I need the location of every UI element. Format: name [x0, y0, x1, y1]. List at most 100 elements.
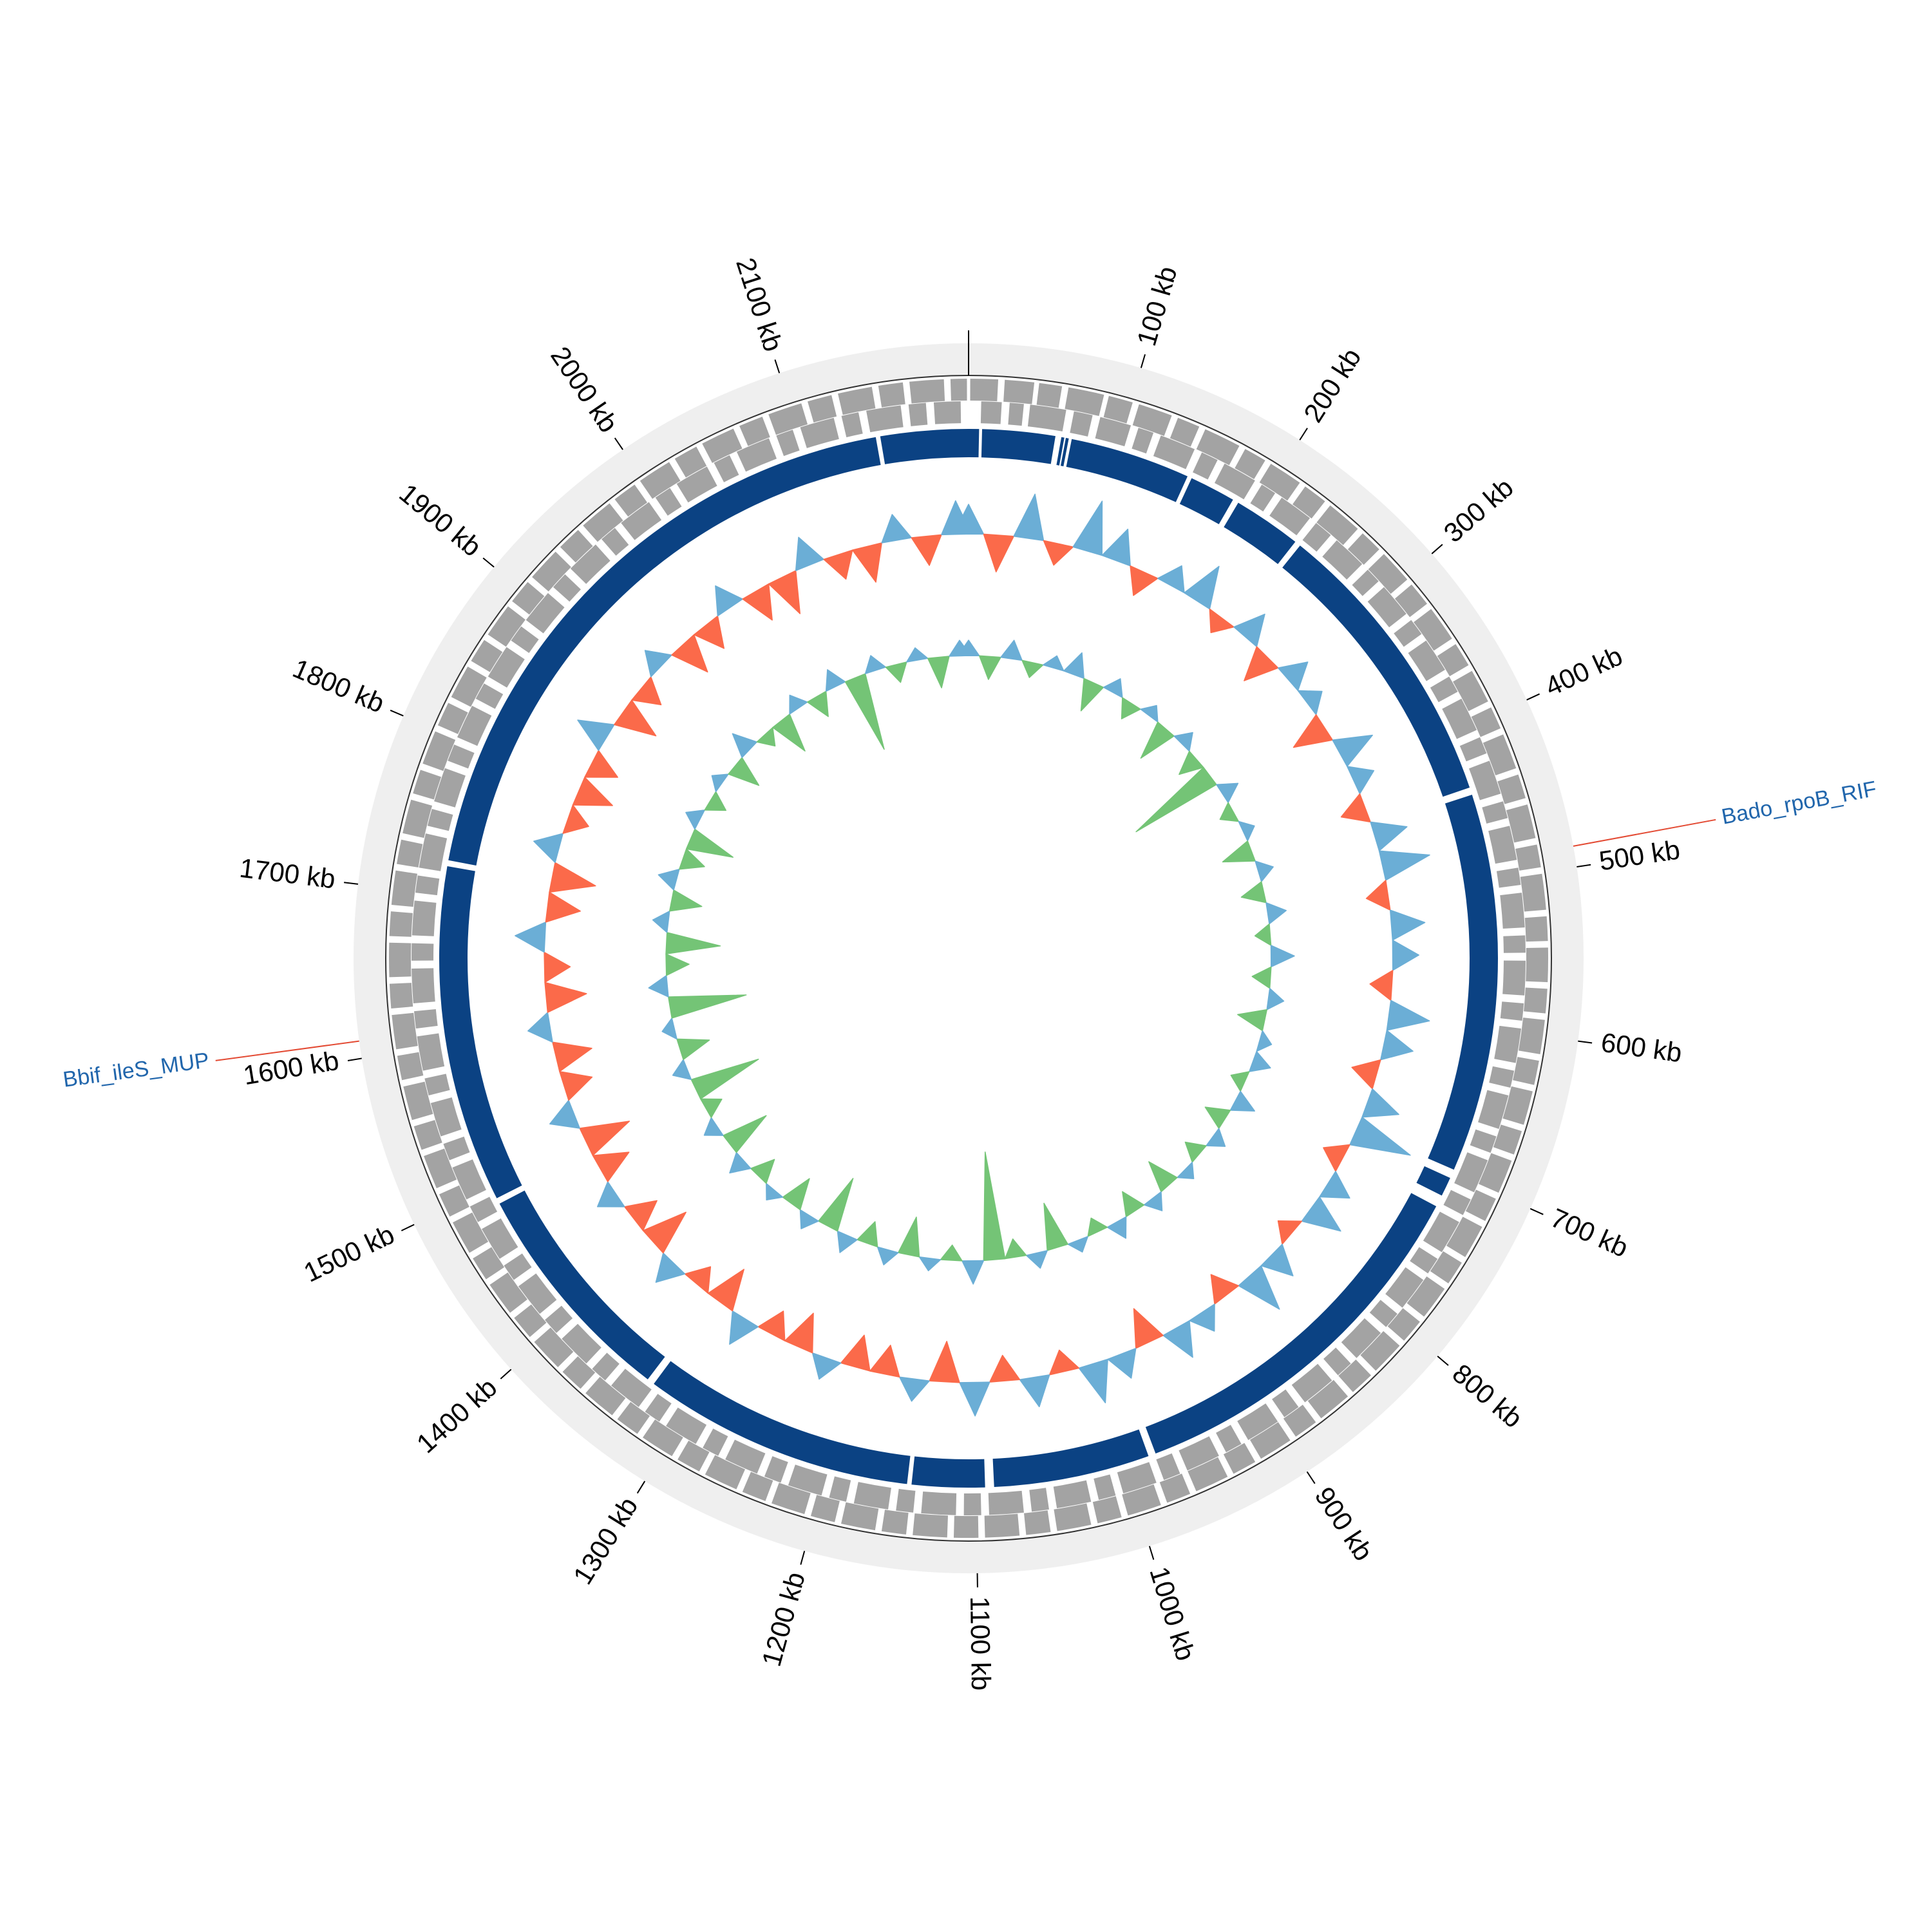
gene — [1029, 1488, 1049, 1512]
gc-content-spike — [679, 848, 705, 870]
gc-skew-spike — [693, 615, 724, 649]
tick-label: 1700 kb — [238, 853, 337, 895]
gene — [739, 416, 770, 446]
gene — [1338, 1359, 1371, 1392]
gene — [963, 1493, 981, 1516]
tick-label: 900 kb — [1309, 1482, 1379, 1566]
gene — [560, 529, 593, 563]
contig — [969, 429, 980, 458]
gene — [601, 527, 629, 556]
gc-content-spike — [728, 757, 760, 786]
gene — [1454, 1152, 1488, 1193]
gene — [583, 503, 623, 542]
gene — [1408, 640, 1445, 681]
gc-skew-spike — [1319, 1171, 1350, 1199]
gc-content-spike — [729, 1151, 752, 1174]
gene — [933, 401, 961, 424]
tick-label: 2000 kb — [545, 341, 624, 438]
gene — [1482, 734, 1517, 776]
gc-content-spike — [704, 791, 726, 811]
gene — [878, 382, 905, 408]
gene — [439, 1185, 469, 1217]
gene — [1117, 1462, 1157, 1493]
gc-skew-spike — [840, 1334, 871, 1372]
gene — [677, 1440, 710, 1472]
gene — [1470, 1129, 1497, 1153]
gene — [452, 1212, 489, 1253]
gene — [908, 402, 928, 426]
tick-mark — [500, 1368, 512, 1379]
gc-skew-spike — [549, 862, 596, 893]
gc-content-spike — [668, 994, 747, 1019]
gc-content-spike — [898, 1217, 920, 1258]
gene — [1094, 1474, 1116, 1501]
gene — [1453, 670, 1488, 712]
gc-content-spike — [690, 1058, 759, 1100]
gene — [413, 1120, 442, 1150]
gc-skew-spike — [1048, 1349, 1080, 1376]
gene — [1293, 486, 1325, 519]
gc-content-spike — [1216, 782, 1239, 804]
gc-content-spike — [864, 655, 887, 674]
gene — [1519, 1018, 1545, 1054]
gene — [437, 703, 468, 734]
gene — [1496, 867, 1521, 888]
gc-skew-spike — [1078, 1358, 1108, 1404]
gc-skew-spike — [929, 1341, 960, 1383]
gc-skew-spike — [559, 1071, 593, 1101]
gc-content-spike — [750, 1159, 775, 1184]
gene — [1430, 676, 1458, 703]
gene — [457, 705, 492, 746]
gene — [392, 1012, 418, 1050]
gc-skew-spike — [1189, 1303, 1215, 1332]
gc-content-spike — [1237, 1009, 1267, 1032]
gene — [1103, 395, 1133, 424]
gene — [705, 1455, 746, 1490]
contig — [654, 1361, 911, 1484]
gene — [1520, 873, 1546, 912]
gene — [1223, 1443, 1256, 1474]
tick-mark — [1437, 1356, 1449, 1366]
gc-skew-spike — [1157, 565, 1185, 594]
tick-mark — [614, 437, 623, 450]
gc-content-spike — [1177, 1161, 1195, 1179]
gc-skew-spike — [642, 1211, 687, 1254]
gc-skew-spike — [941, 500, 972, 536]
gene — [768, 403, 808, 435]
gc-skew-spike — [579, 1121, 630, 1156]
tick-label: 1100 kb — [965, 1596, 996, 1691]
gene — [703, 1428, 728, 1456]
gene — [488, 606, 526, 647]
gc-skew-spike — [911, 534, 942, 566]
gc-content-spike — [857, 1221, 878, 1247]
gene — [913, 1513, 948, 1538]
tick-label: 400 kb — [1540, 640, 1627, 702]
gc-content-spike — [1254, 923, 1272, 946]
gc-content-spike — [1270, 945, 1295, 968]
gc-skew-spike — [1013, 493, 1045, 542]
gc-skew-spike — [515, 922, 547, 953]
gc-skew-spike — [1301, 1196, 1341, 1232]
gene — [1502, 1086, 1533, 1125]
gene — [1122, 1484, 1161, 1516]
gc-content-spike — [1173, 732, 1193, 752]
gc-content-spike — [665, 932, 721, 955]
gene — [1368, 554, 1408, 594]
gc-content-spike — [711, 773, 729, 793]
gene — [829, 1476, 851, 1502]
gene — [980, 401, 1002, 424]
tick-mark — [1306, 1471, 1316, 1484]
contig — [439, 866, 522, 1198]
gene — [611, 1368, 652, 1407]
gc-content-spike — [685, 828, 734, 858]
gene — [1347, 533, 1379, 565]
gc-skew-spike — [1277, 1220, 1303, 1245]
gene — [1443, 1189, 1471, 1215]
contig — [1179, 478, 1233, 525]
gc-skew-spike — [544, 981, 587, 1013]
gene — [1465, 1189, 1496, 1222]
contig — [1416, 1166, 1450, 1196]
gene — [1414, 609, 1452, 651]
gc-skew-spike — [1370, 821, 1408, 851]
gc-skew-spike — [1347, 766, 1375, 795]
